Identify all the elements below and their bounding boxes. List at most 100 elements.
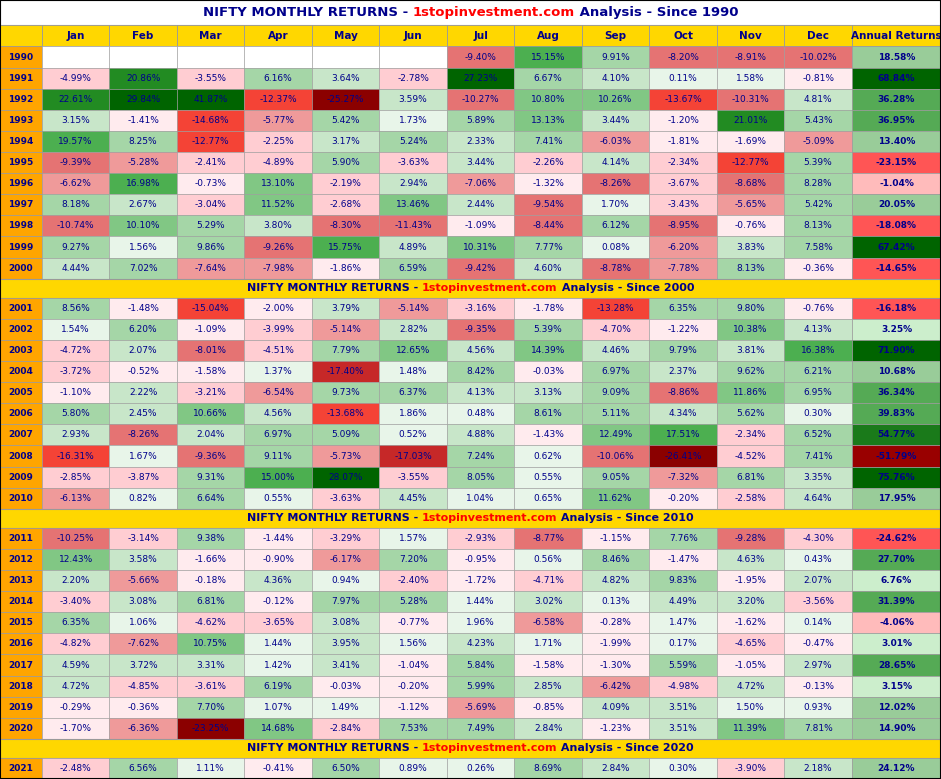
Text: 1stopinvestment.com: 1stopinvestment.com (423, 284, 558, 293)
Text: 5.28%: 5.28% (399, 597, 427, 606)
Text: 3.17%: 3.17% (331, 137, 360, 146)
Bar (717, 549, 785, 570)
Text: -13.67%: -13.67% (664, 95, 702, 104)
Bar (717, 382, 785, 404)
Text: -3.90%: -3.90% (735, 764, 767, 773)
Bar (379, 696, 447, 717)
Bar (447, 319, 515, 340)
Bar (515, 110, 582, 131)
Bar (649, 237, 717, 258)
Text: 4.72%: 4.72% (737, 682, 765, 691)
Text: 2.07%: 2.07% (804, 576, 833, 585)
Text: Feb: Feb (133, 31, 153, 41)
Text: Aug: Aug (536, 31, 560, 41)
Bar (717, 654, 785, 675)
Text: 5.62%: 5.62% (736, 409, 765, 418)
Text: -6.20%: -6.20% (667, 242, 699, 252)
Text: Apr: Apr (268, 31, 289, 41)
Bar (311, 758, 379, 779)
Bar (649, 131, 717, 152)
Text: -6.62%: -6.62% (59, 179, 91, 189)
Text: -1.95%: -1.95% (735, 576, 767, 585)
Text: 9.05%: 9.05% (601, 473, 630, 481)
Bar (582, 446, 649, 467)
Bar (852, 654, 941, 675)
Bar (717, 425, 785, 446)
Text: -4.52%: -4.52% (735, 452, 767, 460)
Text: -8.78%: -8.78% (599, 263, 631, 273)
Text: -0.90%: -0.90% (263, 555, 295, 564)
Text: 1996: 1996 (8, 179, 34, 189)
Text: 3.59%: 3.59% (399, 95, 427, 104)
Text: 8.28%: 8.28% (804, 179, 833, 189)
Text: 1.71%: 1.71% (534, 640, 563, 648)
Bar (447, 152, 515, 173)
Bar (177, 758, 245, 779)
Bar (717, 258, 785, 279)
Text: 9.86%: 9.86% (197, 242, 225, 252)
Text: 7.58%: 7.58% (804, 242, 833, 252)
Text: -4.82%: -4.82% (59, 640, 91, 648)
Text: -5.28%: -5.28% (127, 158, 159, 167)
Bar (649, 110, 717, 131)
Bar (0, 758, 41, 779)
Text: NIFTY MONTHLY RETURNS -: NIFTY MONTHLY RETURNS - (247, 513, 422, 523)
Bar (515, 549, 582, 570)
Text: -1.41%: -1.41% (127, 116, 159, 125)
Text: -4.72%: -4.72% (59, 346, 91, 355)
Text: 6.97%: 6.97% (263, 430, 293, 439)
Text: 7.77%: 7.77% (534, 242, 563, 252)
Bar (41, 446, 109, 467)
Text: -9.35%: -9.35% (465, 325, 497, 334)
Text: -5.66%: -5.66% (127, 576, 159, 585)
Bar (379, 446, 447, 467)
Text: 3.15%: 3.15% (61, 116, 90, 125)
Text: 1995: 1995 (8, 158, 34, 167)
Bar (0, 89, 41, 110)
Text: 1.48%: 1.48% (399, 367, 427, 376)
Text: -0.36%: -0.36% (802, 263, 834, 273)
Text: NIFTY MONTHLY RETURNS -: NIFTY MONTHLY RETURNS - (202, 6, 412, 19)
Text: 5.89%: 5.89% (466, 116, 495, 125)
Bar (109, 612, 177, 633)
Text: -6.17%: -6.17% (329, 555, 361, 564)
Text: -10.02%: -10.02% (799, 52, 837, 62)
Text: 1990: 1990 (8, 52, 34, 62)
Bar (109, 425, 177, 446)
Bar (245, 361, 311, 382)
Bar (852, 298, 941, 319)
Text: 36.95%: 36.95% (878, 116, 916, 125)
Text: 3.64%: 3.64% (331, 73, 359, 83)
Text: -3.55%: -3.55% (195, 73, 227, 83)
Text: -4.62%: -4.62% (195, 619, 227, 627)
Bar (649, 758, 717, 779)
Text: 12.65%: 12.65% (396, 346, 430, 355)
Text: 7.49%: 7.49% (467, 724, 495, 733)
Text: 6.37%: 6.37% (399, 388, 427, 397)
Bar (311, 26, 379, 47)
Text: 18.58%: 18.58% (878, 52, 916, 62)
Bar (785, 570, 852, 591)
Bar (582, 570, 649, 591)
Bar (245, 110, 311, 131)
Bar (379, 591, 447, 612)
Bar (245, 298, 311, 319)
Bar (41, 591, 109, 612)
Bar (177, 298, 245, 319)
Text: 2003: 2003 (8, 346, 33, 355)
Text: -6.13%: -6.13% (59, 494, 91, 502)
Text: -0.95%: -0.95% (465, 555, 497, 564)
Bar (649, 404, 717, 425)
Bar (515, 633, 582, 654)
Bar (515, 570, 582, 591)
Text: -7.32%: -7.32% (667, 473, 699, 481)
Bar (649, 361, 717, 382)
Bar (379, 194, 447, 215)
Bar (447, 131, 515, 152)
Bar (0, 382, 41, 404)
Bar (582, 591, 649, 612)
Bar (245, 591, 311, 612)
Text: 0.14%: 0.14% (804, 619, 833, 627)
Text: -9.54%: -9.54% (533, 200, 564, 210)
Text: 3.58%: 3.58% (129, 555, 157, 564)
